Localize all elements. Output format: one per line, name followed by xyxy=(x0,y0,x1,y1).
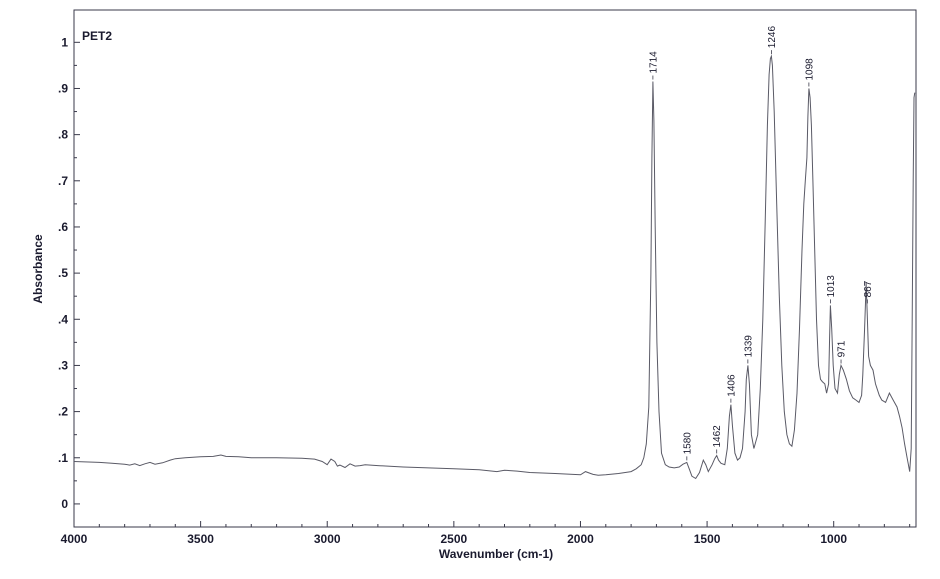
peak-labels: 1714 1580 1462 1406 1339 1246 1098 1013 971 867 xyxy=(648,26,874,461)
peak-label: 1339 xyxy=(743,335,754,358)
spectrum-line xyxy=(73,54,916,480)
x-tick-label: 3500 xyxy=(187,532,214,546)
y-tick-label: .6 xyxy=(58,220,68,234)
y-tick-label: .9 xyxy=(58,81,68,95)
peak-label: 1098 xyxy=(804,58,815,81)
x-tick-label: 4000 xyxy=(61,532,88,546)
x-tick-label: 2000 xyxy=(567,532,594,546)
y-tick-label: .7 xyxy=(58,174,68,188)
x-tick-label: 1500 xyxy=(694,532,721,546)
peak-label: 1714 xyxy=(648,51,659,74)
x-axis-title: Wavenumber (cm-1) xyxy=(439,547,553,561)
y-tick-label: .3 xyxy=(58,358,68,372)
x-tick-label: 1000 xyxy=(820,532,847,546)
peak-label: 1246 xyxy=(767,26,778,49)
y-tick-label: .1 xyxy=(58,451,68,465)
plot-frame xyxy=(73,9,917,528)
y-axis: 0 .1 .2 .3 .4 .5 .6 .7 .8 .9 1 xyxy=(58,35,80,511)
y-tick-label: .2 xyxy=(58,405,68,419)
peak-label: 1406 xyxy=(726,374,737,397)
x-tick-label: 2500 xyxy=(440,532,467,546)
x-tick-label: 3000 xyxy=(314,532,341,546)
peak-label: 1580 xyxy=(682,432,693,455)
peak-label: 1013 xyxy=(826,275,837,298)
peak-label: 1462 xyxy=(712,425,723,448)
x-axis: 4000 3500 3000 2500 2000 1500 1000 xyxy=(61,521,911,546)
y-tick-label: .4 xyxy=(58,312,68,326)
y-axis-title: Absorbance xyxy=(31,234,45,304)
y-tick-label: .8 xyxy=(58,128,68,142)
plot-title: PET2 xyxy=(82,29,112,43)
peak-label: 971 xyxy=(837,340,848,357)
y-tick-label: .5 xyxy=(58,266,68,280)
y-tick-label: 1 xyxy=(61,35,68,49)
peak-label: 867 xyxy=(863,280,874,297)
y-tick-label: 0 xyxy=(61,497,68,511)
